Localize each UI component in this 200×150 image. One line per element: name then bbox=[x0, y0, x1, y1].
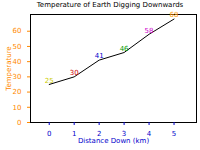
svg-text:4: 4 bbox=[146, 130, 152, 139]
svg-text:25: 25 bbox=[45, 77, 54, 85]
svg-text:41: 41 bbox=[95, 52, 104, 60]
svg-text:1: 1 bbox=[72, 130, 76, 138]
svg-text:0: 0 bbox=[47, 130, 51, 138]
svg-text:30: 30 bbox=[70, 69, 79, 77]
svg-text:50: 50 bbox=[13, 43, 22, 51]
svg-text:46: 46 bbox=[120, 45, 129, 53]
svg-text:40: 40 bbox=[13, 58, 22, 66]
svg-text:Temperature: Temperature bbox=[5, 46, 13, 91]
svg-text:5: 5 bbox=[172, 130, 176, 138]
html-text:Temperature of Earth Digging D: Temperature of Earth Digging Downwards bbox=[36, 1, 184, 9]
svg-text:3: 3 bbox=[121, 130, 127, 139]
svg-text:20: 20 bbox=[13, 88, 22, 96]
svg-text:58: 58 bbox=[145, 27, 154, 35]
svg-text:30: 30 bbox=[13, 73, 22, 81]
svg-text:10: 10 bbox=[13, 104, 22, 112]
svg-text:Distance Down (km): Distance Down (km) bbox=[78, 137, 149, 145]
svg-text:60: 60 bbox=[13, 27, 22, 35]
svg-text:68: 68 bbox=[170, 11, 179, 19]
svg-text:0: 0 bbox=[17, 119, 21, 127]
svg-text:2: 2 bbox=[96, 130, 102, 139]
